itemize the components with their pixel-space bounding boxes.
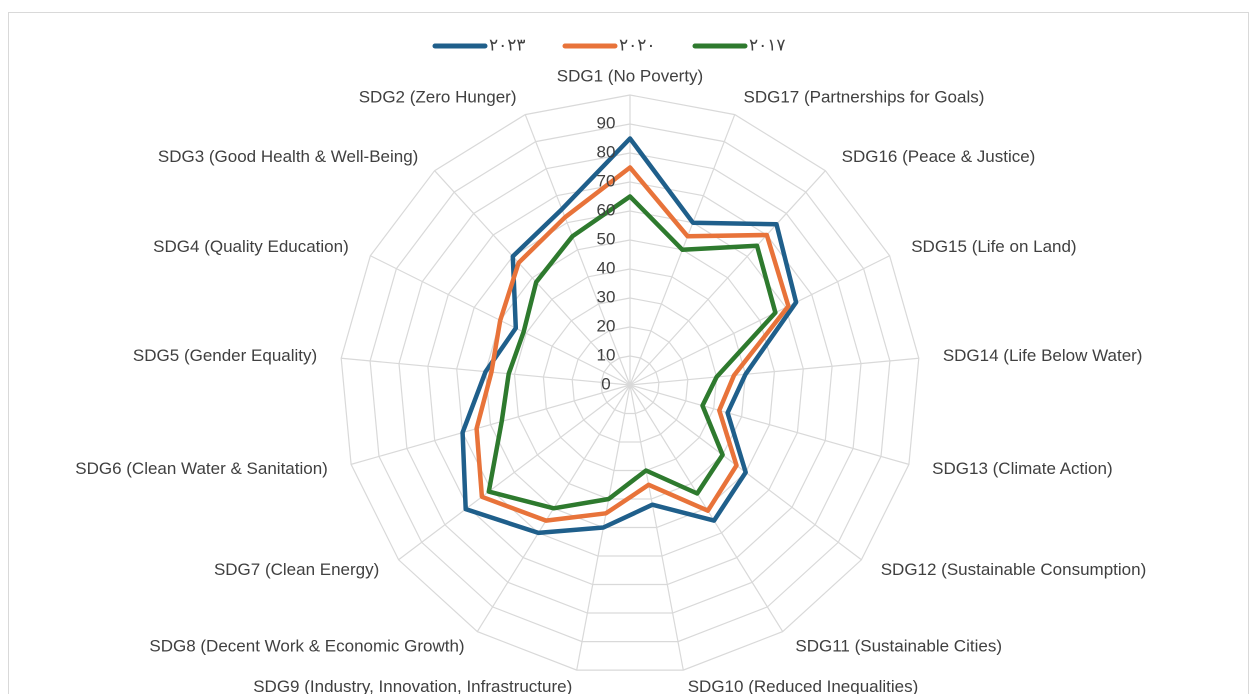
category-label: SDG10 (Reduced Inequalities): [688, 677, 919, 694]
spoke: [629, 255, 890, 386]
category-label: SDG16 (Peace & Justice): [842, 147, 1036, 166]
grid-ring: [484, 239, 776, 529]
category-label: SDG6 (Clean Water & Sanitation): [75, 459, 328, 478]
spoke: [629, 384, 910, 465]
grid-ring: [340, 94, 920, 671]
grid-ring: [456, 210, 804, 557]
category-label: SDG14 (Life Below Water): [943, 346, 1143, 365]
category-label: SDG5 (Gender Equality): [133, 346, 317, 365]
spoke: [629, 357, 919, 386]
spoke: [629, 384, 684, 671]
grid-ring: [427, 181, 833, 586]
axis-tick-label: 80: [597, 142, 616, 161]
spoke: [629, 170, 826, 386]
axis-tick-label: 10: [597, 345, 616, 364]
grid-ring: [571, 326, 689, 443]
axis-tick-label: 20: [597, 316, 616, 335]
grid-ring: [369, 123, 891, 643]
series-line: [474, 165, 791, 523]
axis-tick-label: 70: [597, 171, 616, 190]
axis-tick-label: 30: [597, 287, 616, 306]
category-label: SDG9 (Industry, Innovation, Infrastructu…: [253, 677, 572, 694]
category-label: SDG12 (Sustainable Consumption): [881, 560, 1147, 579]
grid-ring: [542, 297, 718, 472]
grid-ring: [398, 152, 862, 614]
chart-frame: [8, 12, 1249, 694]
category-label: SDG1 (No Poverty): [557, 66, 703, 85]
grid-ring: [600, 355, 660, 415]
spoke: [434, 170, 631, 386]
category-label: SDG4 (Quality Education): [153, 237, 349, 256]
category-label: SDG2 (Zero Hunger): [359, 87, 517, 106]
spoke: [398, 384, 631, 561]
spoke: [350, 384, 631, 465]
legend-label: ٢٠١٧: [749, 35, 786, 54]
axis-tick-label: 40: [597, 258, 616, 277]
series-line: [460, 136, 799, 536]
category-label: SDG7 (Clean Energy): [214, 560, 379, 579]
series-line: [486, 194, 778, 511]
category-label: SDG8 (Decent Work & Economic Growth): [149, 636, 464, 655]
legend-label: ٢٠٢٠: [619, 35, 656, 54]
axis-tick-label: 60: [597, 200, 616, 219]
axis-tick-label: 90: [597, 113, 616, 132]
axis-tick-label: 0: [601, 374, 610, 393]
category-label: SDG17 (Partnerships for Goals): [743, 87, 984, 106]
category-label: SDG3 (Good Health & Well-Being): [158, 147, 418, 166]
category-label: SDG13 (Climate Action): [932, 459, 1112, 478]
legend-label: ٢٠٢٣: [489, 35, 526, 54]
axis-tick-label: 50: [597, 229, 616, 248]
category-label: SDG15 (Life on Land): [911, 237, 1076, 256]
category-label: SDG11 (Sustainable Cities): [795, 636, 1002, 655]
spoke: [524, 114, 631, 386]
